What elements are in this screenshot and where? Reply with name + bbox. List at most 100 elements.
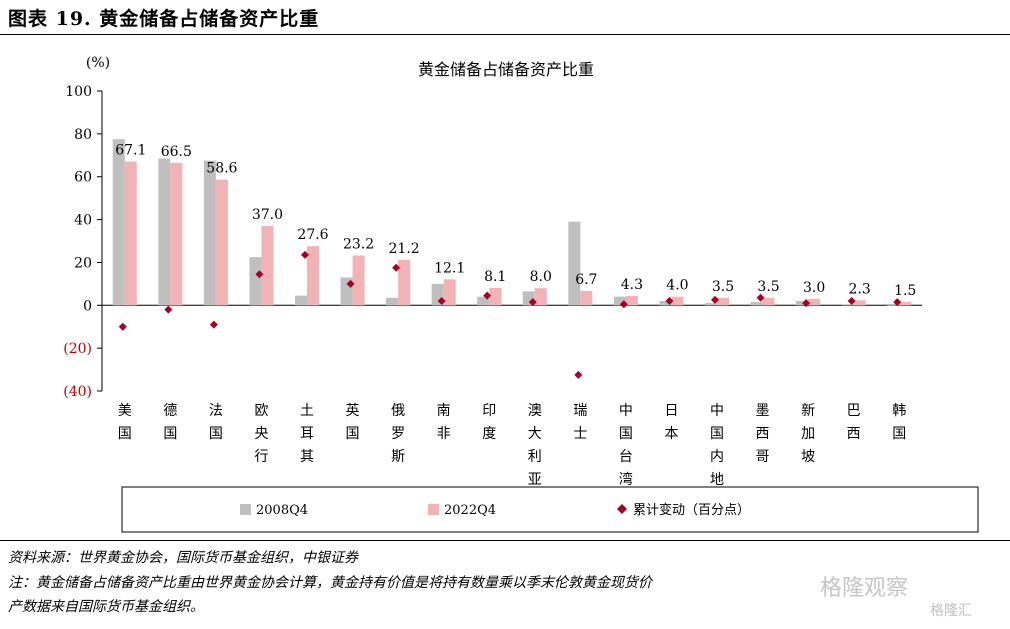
data-label-2022: 23.2: [343, 237, 374, 253]
change-marker: [346, 279, 355, 288]
bar-2022: [307, 246, 319, 306]
bar-2008: [203, 160, 216, 306]
x-category-label: 湾: [619, 471, 633, 488]
data-label-2022: 12.1: [434, 260, 465, 276]
legend-label-2022: 2022Q4: [444, 503, 496, 518]
bar-2022: [170, 162, 183, 306]
data-label-2022: 8.1: [484, 269, 506, 285]
legend: 2008Q4 2022Q4 累计变动（百分点）: [121, 486, 979, 533]
change-marker: [756, 293, 765, 302]
y-tick-label: (40): [63, 384, 92, 400]
bar-2008: [386, 297, 399, 306]
data-label-2022: 1.5: [894, 283, 916, 299]
bar-2008: [112, 139, 125, 306]
x-category-label: 国: [892, 426, 906, 442]
y-tick-label: 40: [74, 213, 92, 229]
data-labels: 67.1 66.5 58.6 37.0 27.6 23.2 21.2 12.1 8.1 8.0 6.…: [115, 143, 916, 300]
footnote-line-2: 产数据来自国际货币基金组织。: [8, 599, 204, 615]
bar-2008: [705, 303, 717, 306]
bar-2022: [443, 279, 456, 306]
bar-2008: [841, 304, 854, 306]
bar-2022: [215, 179, 228, 306]
x-category-label: 西: [847, 426, 861, 442]
x-category-label: 其: [300, 449, 314, 465]
change-marker: [255, 270, 264, 279]
top-rule: [0, 34, 1010, 35]
x-category-label: 印: [482, 403, 496, 419]
x-category-label: 英: [346, 402, 360, 419]
data-label-2022: 67.1: [115, 143, 146, 159]
y-tick-label: 100: [65, 84, 92, 100]
data-label-2022: 4.0: [666, 278, 688, 294]
change-marker: [711, 295, 719, 304]
bar-2022: [717, 297, 729, 306]
bar-2008: [477, 296, 490, 306]
x-category-label: 南: [437, 403, 451, 419]
y-unit-label: (%): [86, 55, 110, 71]
x-category-label: 坡: [801, 449, 815, 465]
bars: [112, 139, 912, 306]
data-label-2022: 3.0: [803, 280, 825, 296]
x-category-label: 巴: [847, 403, 861, 419]
x-category-label: 西: [756, 426, 770, 442]
bar-2022: [853, 300, 866, 306]
bar-2022: [398, 259, 411, 306]
y-tick-label: 80: [74, 127, 92, 143]
x-category-label: 亚: [528, 472, 542, 488]
x-category-label: 瑞: [573, 403, 587, 419]
x-category-label: 非: [437, 426, 451, 442]
x-category-label: 国: [118, 426, 132, 442]
legend-swatch-2008: [240, 504, 251, 515]
bar-2022: [671, 296, 684, 306]
markers: [118, 250, 902, 379]
x-category-label: 央: [254, 426, 268, 442]
data-label-2022: 3.5: [757, 279, 779, 295]
x-category-label: 度: [482, 426, 496, 442]
bottom-rule: [0, 540, 1010, 541]
x-category-label: 士: [573, 426, 587, 442]
bar-2008: [249, 257, 262, 306]
x-category-label: 法: [209, 403, 223, 419]
change-marker: [574, 370, 583, 379]
x-category-label: 行: [254, 449, 268, 465]
bar-2022: [489, 287, 502, 306]
bar-2022: [762, 297, 775, 306]
x-category-label: 罗: [391, 426, 405, 442]
legend-label-2008: 2008Q4: [256, 503, 308, 518]
x-category-label: 国: [209, 426, 223, 442]
x-category-label: 台: [619, 449, 633, 465]
bar-2022: [899, 302, 912, 306]
change-marker: [847, 297, 856, 305]
chart-title: 黄金储备占储备资产比重: [418, 60, 594, 79]
change-marker: [483, 291, 492, 300]
data-label-2022: 27.6: [297, 227, 328, 243]
change-marker: [437, 297, 446, 305]
bar-2022: [580, 290, 593, 306]
figure-title: 图表 19. 黄金储备占储备资产比重: [8, 8, 320, 30]
data-label-2022: 3.5: [712, 279, 734, 295]
bar-2022: [124, 161, 137, 306]
data-label-2022: 21.2: [389, 241, 420, 257]
x-category-label: 国: [346, 426, 360, 442]
x-category-label: 中: [710, 403, 724, 419]
bar-2022: [808, 298, 821, 306]
x-category-label: 国: [619, 426, 633, 442]
change-marker: [301, 250, 309, 259]
bar-2008: [295, 295, 307, 306]
data-label-2022: 4.3: [621, 277, 643, 293]
bar-2008: [659, 301, 672, 306]
change-marker: [528, 298, 537, 307]
y-tick-label: 60: [74, 170, 92, 186]
x-category-label: 日: [664, 403, 678, 419]
legend-box: [121, 486, 979, 533]
data-label-2022: 66.5: [161, 144, 192, 160]
bar-2022: [261, 226, 274, 306]
bar-2008: [158, 158, 171, 306]
bar-2008: [568, 221, 581, 306]
data-label-2022: 8.0: [530, 269, 552, 285]
change-marker: [893, 298, 902, 307]
y-tick-label: 0: [83, 298, 92, 314]
x-category-label: 大: [528, 426, 542, 442]
x-category-label: 内: [710, 449, 724, 465]
watermark-logo-text: 格隆汇: [930, 603, 972, 619]
